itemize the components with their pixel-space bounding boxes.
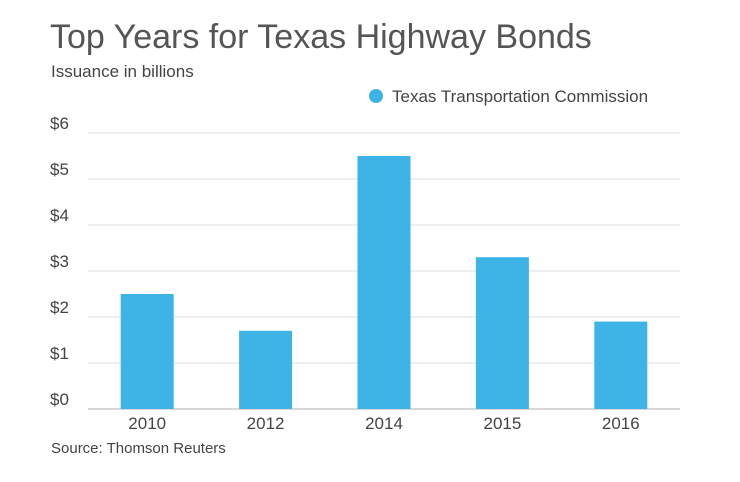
y-tick-label: $2 <box>50 298 69 317</box>
x-axis-ticks: 2010 2012 2014 2015 2016 <box>128 414 639 433</box>
chart-subtitle: Issuance in billions <box>51 62 194 81</box>
y-tick-label: $6 <box>50 114 69 133</box>
legend-marker <box>369 89 383 103</box>
y-axis-ticks: $0 $1 $2 $3 $4 $5 $6 <box>50 114 69 409</box>
legend-label: Texas Transportation Commission <box>392 87 648 106</box>
x-tick-label: 2014 <box>365 414 403 433</box>
bar-2016 <box>594 321 648 409</box>
bars <box>120 156 648 409</box>
x-tick-label: 2016 <box>602 414 640 433</box>
bar-2010 <box>120 294 174 409</box>
bar-2015 <box>475 257 529 409</box>
x-tick-label: 2015 <box>483 414 521 433</box>
bar-2012 <box>239 330 293 409</box>
y-tick-label: $0 <box>50 390 69 409</box>
chart-title: Top Years for Texas Highway Bonds <box>50 18 592 56</box>
x-tick-label: 2010 <box>128 414 166 433</box>
y-tick-label: $3 <box>50 252 69 271</box>
legend: Texas Transportation Commission <box>369 87 648 106</box>
y-tick-label: $5 <box>50 160 69 179</box>
y-tick-label: $4 <box>50 206 69 225</box>
y-tick-label: $1 <box>50 344 69 363</box>
bar-2014 <box>357 156 411 409</box>
x-tick-label: 2012 <box>247 414 285 433</box>
source-note: Source: Thomson Reuters <box>51 440 226 457</box>
